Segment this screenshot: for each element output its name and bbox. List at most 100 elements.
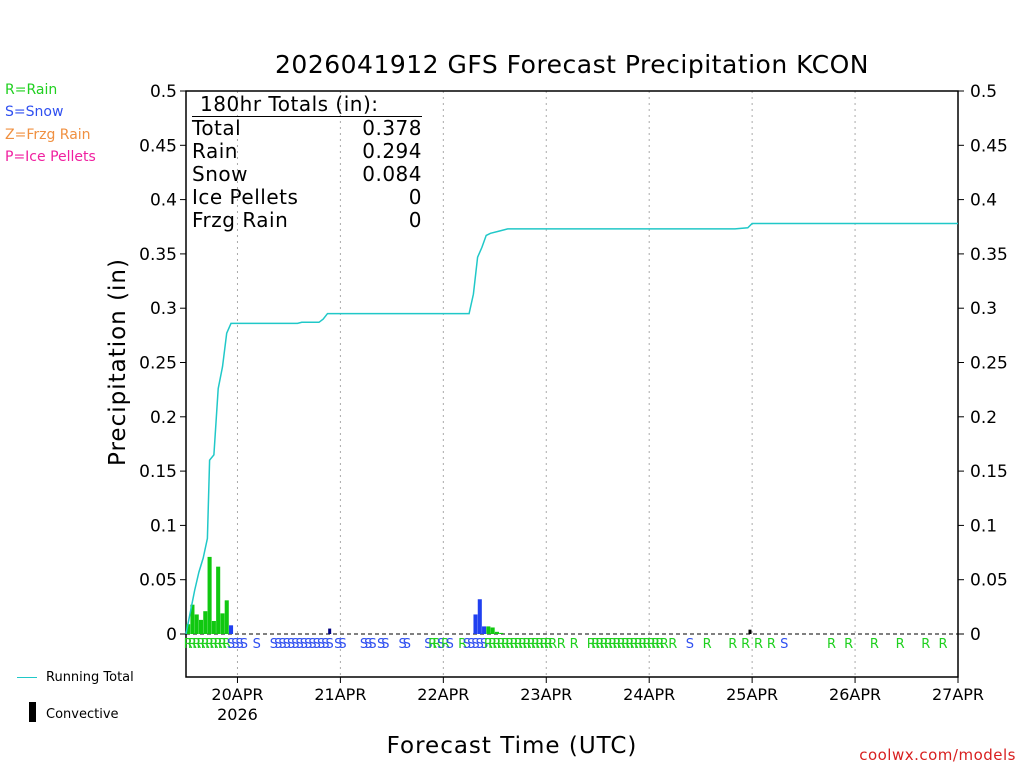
convective-legend-label: Convective xyxy=(46,707,119,722)
y-tick-label-right: 0.45 xyxy=(970,136,1008,156)
ptype-marker: S xyxy=(364,637,372,652)
running-total-line xyxy=(185,222,958,635)
y-tick-label-left: 0.25 xyxy=(139,354,177,374)
ptype-marker: R xyxy=(488,637,497,652)
totals-label: Frzg Rain xyxy=(192,208,289,232)
totals-label: Ice Pellets xyxy=(192,185,299,209)
source-credit: coolwx.com/models xyxy=(859,746,1016,764)
ptype-marker: R xyxy=(587,637,596,652)
ptype-marker: R xyxy=(647,637,656,652)
ptype-marker: S xyxy=(274,637,282,652)
ptype-marker: S xyxy=(780,637,788,652)
ptype-marker: R xyxy=(518,637,527,652)
ptype-marker: S xyxy=(437,637,445,652)
precip-bar xyxy=(190,604,195,634)
ptype-marker: R xyxy=(527,637,536,652)
precip-bar xyxy=(482,626,487,634)
running-total-swatch xyxy=(17,677,37,678)
ptype-marker: R xyxy=(600,637,609,652)
y-tick-label-left: 0 xyxy=(166,625,177,645)
legend-ice-pellets: P=Ice Pellets xyxy=(5,149,96,165)
y-tick-label-right: 0.25 xyxy=(970,354,1008,374)
y-tick-label-left: 0.45 xyxy=(139,136,177,156)
ptype-marker: S xyxy=(287,637,295,652)
ptype-marker: S xyxy=(403,637,411,652)
precip-bar xyxy=(186,624,191,634)
convective-swatch xyxy=(29,702,36,722)
ptype-marker: S xyxy=(304,637,312,652)
y-axis-label: Precipitation (in) xyxy=(105,258,131,466)
ptype-marker: R xyxy=(531,637,540,652)
y-tick-label-left: 0.5 xyxy=(150,82,177,102)
ptype-marker: R xyxy=(214,637,223,652)
y-tick-label-right: 0.2 xyxy=(970,408,997,428)
precip-bar xyxy=(490,627,495,634)
ptype-marker: R xyxy=(570,637,579,652)
ptype-marker: S xyxy=(231,637,239,652)
ptype-marker: R xyxy=(630,637,639,652)
x-tick-sublabel: 2026 xyxy=(217,705,258,724)
ptype-marker: R xyxy=(827,637,836,652)
y-tick-label-right: 0.35 xyxy=(970,245,1008,265)
y-tick-label-left: 0.3 xyxy=(150,299,177,319)
ptype-marker: R xyxy=(510,637,519,652)
ptype-marker: S xyxy=(471,637,479,652)
ptype-marker: R xyxy=(540,637,549,652)
totals-label: Snow xyxy=(192,162,248,186)
ptype-marker: S xyxy=(360,637,368,652)
totals-value: 0.084 xyxy=(362,162,422,186)
x-tick-label: 20APR xyxy=(211,685,263,704)
ptype-marker: R xyxy=(222,637,231,652)
y-tick-label-right: 0.3 xyxy=(970,299,997,319)
precip-bar xyxy=(207,556,212,634)
ptype-marker: R xyxy=(728,637,737,652)
ptype-marker: R xyxy=(617,637,626,652)
x-tick-label: 23APR xyxy=(520,685,572,704)
ptype-marker: R xyxy=(703,637,712,652)
y-tick-label-left: 0.4 xyxy=(150,191,177,211)
ptype-marker: R xyxy=(428,637,437,652)
totals-header: 180hr Totals (in): xyxy=(192,93,422,117)
y-tick-label-left: 0.35 xyxy=(139,245,177,265)
ptype-marker: S xyxy=(317,637,325,652)
ptype-marker: R xyxy=(921,637,930,652)
ptype-marker: S xyxy=(326,637,334,652)
ptype-marker: S xyxy=(381,637,389,652)
ptype-marker: R xyxy=(655,637,664,652)
ptype-marker: R xyxy=(767,637,776,652)
ptype-marker: R xyxy=(497,637,506,652)
totals-row-ice-pellets: Ice Pellets 0 xyxy=(192,186,422,209)
ptype-marker: R xyxy=(591,637,600,652)
precip-bar xyxy=(220,613,225,634)
chart-title: 2026041912 GFS Forecast Precipitation KC… xyxy=(275,50,869,79)
ptype-marker: R xyxy=(613,637,622,652)
ptype-marker: R xyxy=(544,637,553,652)
precip-bar xyxy=(486,626,491,634)
ptype-marker: R xyxy=(621,637,630,652)
precip-bar xyxy=(499,632,504,634)
ptype-marker: S xyxy=(253,637,261,652)
y-tick-label-right: 0.1 xyxy=(970,516,997,536)
ptype-marker: R xyxy=(209,637,218,652)
precip-bar xyxy=(216,566,221,634)
y-tick-label-right: 0.4 xyxy=(970,191,997,211)
ptype-marker: R xyxy=(205,637,214,652)
ptype-marker: R xyxy=(896,637,905,652)
ptype-marker: S xyxy=(270,637,278,652)
ptype-marker: S xyxy=(308,637,316,652)
x-axis-label: Forecast Time (UTC) xyxy=(386,733,638,759)
ptype-marker: R xyxy=(505,637,514,652)
precip-bar xyxy=(328,628,332,634)
precip-bar xyxy=(477,599,482,634)
precip-bar xyxy=(211,620,216,634)
y-tick-label-right: 0.5 xyxy=(970,82,997,102)
ptype-marker: R xyxy=(754,637,763,652)
x-tick-label: 21APR xyxy=(314,685,366,704)
ptype-marker: S xyxy=(467,637,475,652)
ptype-marker: R xyxy=(218,637,227,652)
ptype-marker: S xyxy=(686,637,694,652)
precip-bar xyxy=(194,614,199,634)
plot-frame xyxy=(185,90,959,678)
precip-bar xyxy=(473,614,478,634)
totals-row-total: Total 0.378 xyxy=(192,117,422,140)
